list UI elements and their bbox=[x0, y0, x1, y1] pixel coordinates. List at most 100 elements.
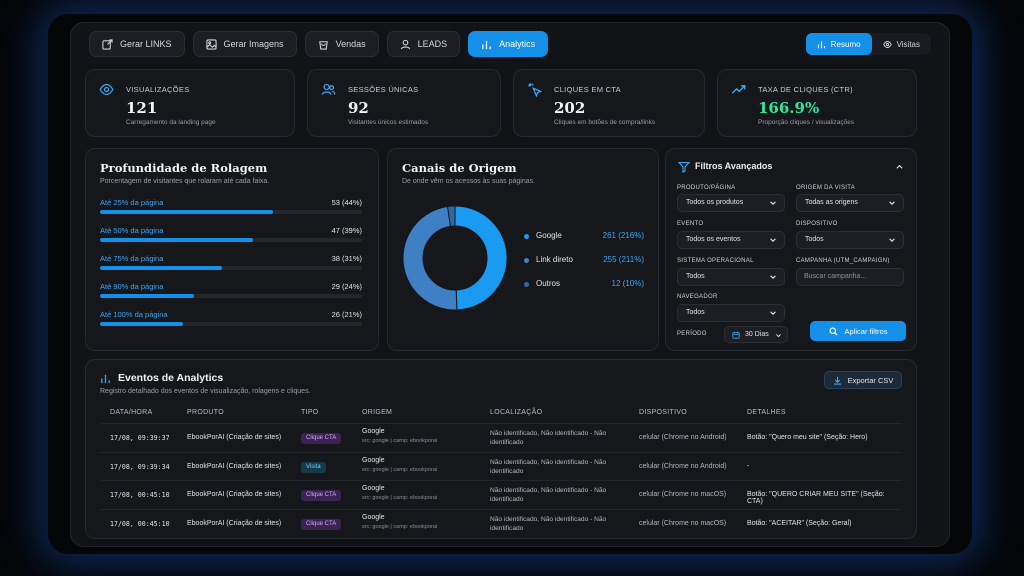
origin-label: ORIGEM DA VISITA bbox=[796, 185, 856, 191]
table-row[interactable]: 17/08, 09:39:34 EbookPorAI (Criação de si… bbox=[100, 451, 902, 480]
type-badge: Visita bbox=[301, 461, 326, 473]
stat-card-ctr: TAXA DE CLIQUES (CTR) 166.9% Proporção c… bbox=[717, 69, 917, 137]
column-header[interactable]: DATA/HORA bbox=[110, 409, 153, 416]
donut-slice-link-direto bbox=[402, 205, 458, 311]
campaign-search-input[interactable]: Buscar campanha... bbox=[796, 268, 904, 286]
chevron-down-icon bbox=[889, 238, 895, 242]
device-select[interactable]: Todos bbox=[796, 231, 904, 249]
chevron-down-icon bbox=[889, 201, 895, 205]
tab-label: Gerar LINKS bbox=[120, 39, 172, 49]
eye-icon bbox=[99, 83, 114, 96]
os-select[interactable]: Todos bbox=[677, 268, 785, 286]
stat-value: 92 bbox=[348, 99, 369, 117]
column-header[interactable]: DISPOSITIVO bbox=[639, 409, 688, 416]
cell-location: Não identificado, Não identificado - Não… bbox=[490, 515, 607, 532]
scroll-depth-value: 29 (24%) bbox=[331, 282, 362, 291]
cell-product: EbookPorAI (Criação de sites) bbox=[187, 491, 282, 498]
column-header[interactable]: DETALHES bbox=[747, 409, 786, 416]
table-header: DATA/HORA PRODUTO TIPO ORIGEM LOCALIZAÇÃO DIS… bbox=[86, 401, 916, 425]
stat-card-sessoes: SESSÕES ÚNICAS 92 Visitantes únicos esti… bbox=[307, 69, 501, 137]
column-header[interactable]: ORIGEM bbox=[362, 409, 393, 416]
cell-device: celular (Chrome no macOS) bbox=[639, 491, 727, 498]
scroll-depth-bar bbox=[100, 210, 362, 214]
chevron-up-icon[interactable] bbox=[895, 162, 904, 171]
cell-datetime: 17/08, 09:39:34 bbox=[110, 462, 170, 471]
product-select-value: Todos os produtos bbox=[686, 199, 744, 206]
scroll-depth-bar bbox=[100, 238, 362, 242]
stat-value: 121 bbox=[126, 99, 158, 117]
export-csv-button[interactable]: Exportar CSV bbox=[824, 371, 902, 389]
tab-analytics[interactable]: Analytics bbox=[468, 31, 549, 57]
cell-details: Botão: "QUERO CRIAR MEU SITE" (Seção: CT… bbox=[747, 491, 885, 505]
column-header[interactable]: PRODUTO bbox=[187, 409, 224, 416]
tab-gerar-imagens[interactable]: Gerar Imagens bbox=[192, 31, 297, 57]
legend-value: 261 (216%) bbox=[602, 231, 644, 240]
scroll-depth-bar bbox=[100, 266, 362, 270]
tab-label: Gerar Imagens bbox=[223, 39, 284, 49]
filters-card: Filtros Avançados PRODUTO/PÁGINA Todos o… bbox=[665, 148, 917, 351]
eye-icon bbox=[882, 40, 892, 48]
os-label: SISTEMA OPERACIONAL bbox=[677, 258, 754, 264]
column-header[interactable]: LOCALIZAÇÃO bbox=[490, 409, 543, 416]
cell-origin: Google bbox=[362, 428, 385, 435]
tab-label: LEADS bbox=[417, 39, 448, 49]
table-row[interactable]: 17/08, 09:39:37 EbookPorAI (Criação de si… bbox=[100, 423, 902, 451]
apply-filters-button[interactable]: Aplicar filtros bbox=[810, 321, 906, 341]
tab-gerar-links[interactable]: Gerar LINKS bbox=[89, 31, 185, 57]
stat-label: CLIQUES EM CTA bbox=[554, 85, 621, 94]
browser-select[interactable]: Todos bbox=[677, 304, 785, 322]
period-select[interactable]: 30 Dias bbox=[724, 326, 788, 343]
product-select[interactable]: Todos os produtos bbox=[677, 194, 785, 212]
column-header[interactable]: TIPO bbox=[301, 409, 319, 416]
tab-label: Analytics bbox=[499, 39, 536, 49]
origin-select[interactable]: Todas as origens bbox=[796, 194, 904, 212]
view-resumo[interactable]: Resumo bbox=[805, 33, 872, 55]
stat-sub: Carregamento da landing page bbox=[126, 119, 216, 126]
scroll-depth-label: Até 50% da página bbox=[100, 226, 164, 235]
tab-label: Vendas bbox=[335, 39, 366, 49]
event-select[interactable]: Todos os eventos bbox=[677, 231, 785, 249]
legend-item: Link direto 255 (211%) bbox=[524, 255, 644, 267]
cell-origin-sub: src: google | camp: ebookporai bbox=[362, 466, 438, 473]
campaign-placeholder: Buscar campanha... bbox=[804, 273, 867, 280]
scroll-depth-row: Até 90% da página 29 (24%) bbox=[100, 282, 362, 304]
chevron-down-icon bbox=[770, 201, 776, 205]
search-icon bbox=[829, 326, 838, 336]
bar-chart-icon bbox=[482, 40, 491, 49]
table-row[interactable]: 17/08, 00:45:10 EbookPorAI (Criação de si… bbox=[100, 480, 902, 508]
device-label: DISPOSITIVO bbox=[796, 221, 838, 227]
cell-product: EbookPorAI (Criação de sites) bbox=[187, 434, 282, 441]
cell-details: Botão: "Quero meu site" (Seção: Hero) bbox=[747, 434, 868, 441]
cell-location: Não identificado, Não identificado - Não… bbox=[490, 430, 607, 446]
device-select-value: Todos bbox=[805, 236, 824, 243]
legend-dot bbox=[524, 258, 529, 263]
card-subtitle: Porcentagem de visitantes que rolaram at… bbox=[100, 178, 270, 185]
trend-up-icon bbox=[731, 85, 746, 94]
user-icon bbox=[400, 39, 410, 49]
filters-title: Filtros Avançados bbox=[695, 161, 773, 171]
scroll-depth-card: Profundidade de Rolagem Porcentagem de v… bbox=[85, 148, 379, 351]
period-label: PERÍODO bbox=[677, 331, 707, 337]
table-row[interactable]: 17/08, 00:45:10 EbookPorAI (Criação de si… bbox=[100, 508, 902, 537]
product-label: PRODUTO/PÁGINA bbox=[677, 185, 736, 191]
users-icon bbox=[321, 83, 336, 95]
legend-item: Outros 12 (10%) bbox=[524, 279, 644, 291]
tab-vendas[interactable]: Vendas bbox=[304, 31, 379, 57]
view-visitas[interactable]: Visitas bbox=[872, 33, 931, 55]
legend-value: 255 (211%) bbox=[603, 255, 644, 264]
legend-value: 12 (10%) bbox=[611, 279, 644, 288]
apply-filters-label: Aplicar filtros bbox=[844, 326, 888, 336]
period-value: 30 Dias bbox=[745, 331, 769, 338]
legend-dot bbox=[524, 234, 529, 239]
cell-datetime: 17/08, 00:45:10 bbox=[110, 491, 170, 499]
stat-sub: Cliques em botões de compra/links bbox=[554, 119, 656, 126]
tab-leads[interactable]: LEADS bbox=[386, 31, 461, 57]
legend-item: Google 261 (216%) bbox=[524, 231, 644, 243]
browser-label: NAVEGADOR bbox=[677, 294, 718, 300]
cell-device: celular (Chrome no macOS) bbox=[639, 519, 727, 527]
stat-card-visualizacoes: VISUALIZAÇÕES 121 Carregamento da landin… bbox=[85, 69, 295, 137]
view-label: Visitas bbox=[896, 39, 920, 49]
view-label: Resumo bbox=[830, 39, 861, 49]
filter-icon bbox=[678, 161, 690, 173]
chevron-down-icon bbox=[770, 275, 776, 279]
